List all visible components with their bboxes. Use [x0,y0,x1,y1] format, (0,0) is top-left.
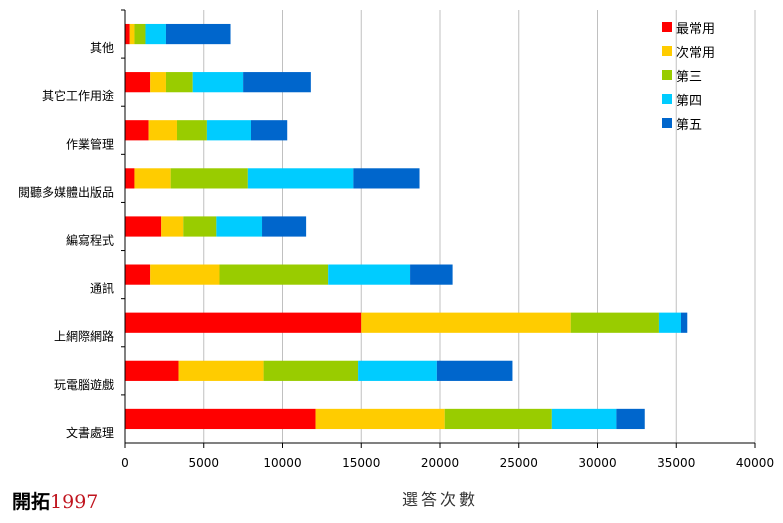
x-tick-labels: 0 5000 10000 15000 20000 25000 30000 35000 40000 [121,456,774,470]
legend-label: 第三 [676,70,702,85]
category-label: 閱聽多媒體出版品 [18,185,114,199]
bar-segment [165,23,231,45]
bar-segment [353,168,420,189]
bar-segment [125,72,151,93]
x-tick-label: 10000 [263,456,301,470]
bar-segment [125,360,179,381]
x-axis-label: 選答次數 [402,490,478,509]
legend-label: 第五 [676,118,702,133]
bar-segment [129,23,135,45]
brand-year: 1997 [50,491,99,513]
category-label: 上網際網路 [54,329,114,344]
bar-segment [219,264,329,285]
legend-label: 次常用 [676,45,715,61]
bar-segment [358,360,437,381]
bar-segment [176,120,207,141]
bar-segment [247,168,354,189]
bar-segment [134,168,171,189]
x-tick-label: 25000 [500,456,538,470]
bars [125,23,688,430]
category-label: 玩電腦遊戲 [54,377,114,392]
x-tick-label: 35000 [657,456,695,470]
bar-segment [315,408,445,430]
bar-segment [125,168,135,189]
x-tick-label: 40000 [736,456,774,470]
bar-segment [150,264,220,285]
bar-segment [680,312,688,333]
bar-segment [410,264,453,285]
category-label: 其他 [90,41,114,55]
x-tick-label: 20000 [421,456,459,470]
x-tick-label: 15000 [342,456,380,470]
legend-label: 第四 [676,94,702,109]
bar-segment [170,168,248,189]
bar-segment [178,360,264,381]
legend-swatch [662,46,672,56]
bar-segment [192,72,244,93]
category-label: 文書處理 [66,425,114,440]
bar-segment [436,360,513,381]
bar-segment [125,408,316,430]
bar-segment [551,408,617,430]
bar-segment [361,312,571,333]
bar-segment [570,312,659,333]
x-tick-label: 30000 [578,456,616,470]
bar-segment [125,264,151,285]
bar-segment [161,216,184,237]
category-label: 其它工作用途 [42,88,114,103]
brand-logo-text: 開拓1997 [12,487,98,514]
axes [121,9,756,448]
legend-swatch [662,94,672,104]
bar-segment [658,312,681,333]
category-label: 通訊 [90,281,114,296]
bar-segment [616,408,645,430]
bar-segment [125,120,149,141]
bar-segment [125,312,362,333]
bar-segment [216,216,263,237]
category-label: 編寫程式 [66,233,114,248]
bar-segment [148,120,177,141]
category-label: 作業管理 [66,136,114,151]
bar-segment [165,72,193,93]
legend-label: 最常用 [676,22,715,37]
x-tick-label: 0 [121,456,129,470]
bar-segment [243,72,311,93]
brand-name: 開拓 [12,491,51,513]
bar-segment [125,216,162,237]
bar-segment [251,120,288,141]
x-tick-label: 5000 [188,456,219,470]
bar-segment [328,264,411,285]
bar-segment [125,23,130,45]
bar-segment [145,23,166,45]
bar-segment [262,216,307,237]
bar-segment [183,216,217,237]
legend-swatch [662,70,672,80]
bar-segment [263,360,359,381]
bar-segment [206,120,251,141]
legend-swatch [662,22,672,32]
bar-segment [150,72,166,93]
legend-swatch [662,118,672,128]
bar-segment [444,408,552,430]
bar-segment [134,23,146,45]
